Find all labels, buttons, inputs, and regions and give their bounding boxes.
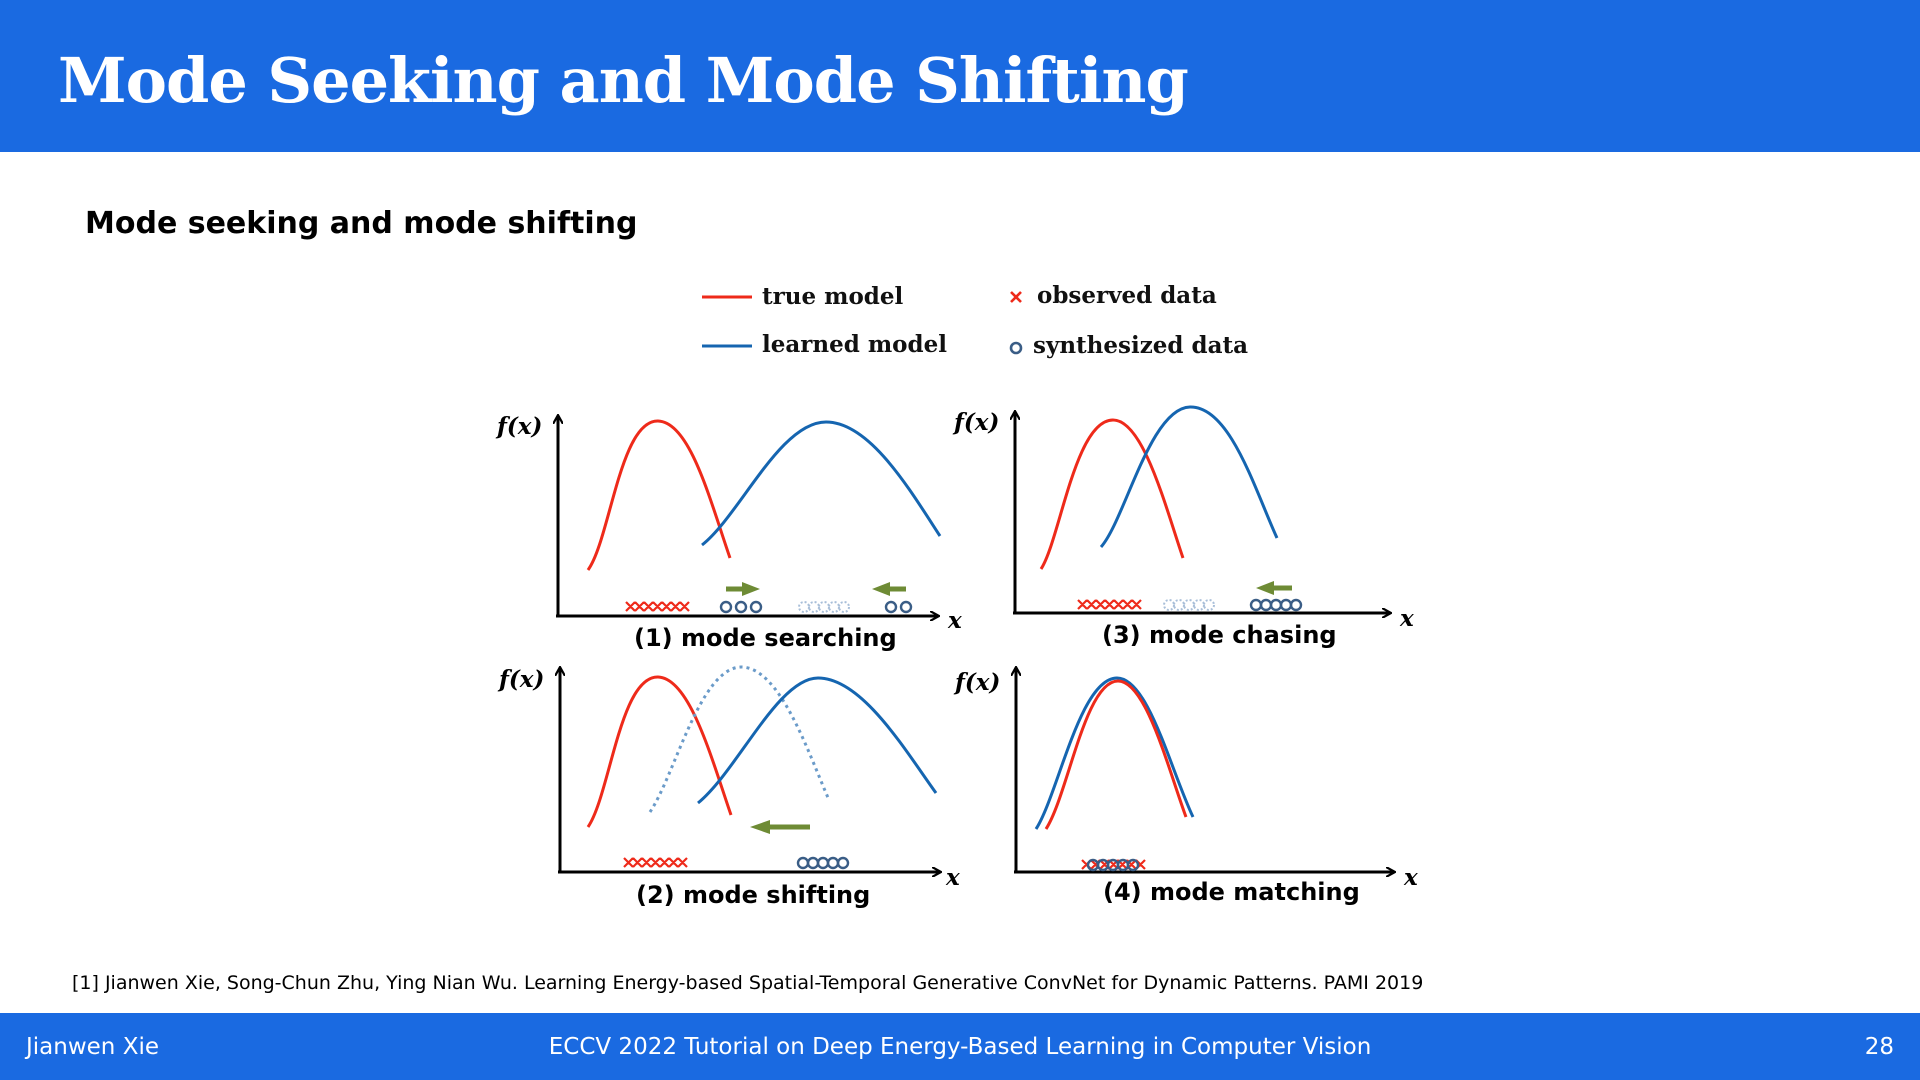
- panel-caption: (4) mode matching: [1103, 878, 1360, 906]
- true-model-curve: [586, 675, 733, 828]
- right-arrow-icon: [726, 582, 760, 596]
- y-axis-label: f(x): [952, 409, 999, 436]
- legend-learned-model: learned model: [762, 331, 947, 358]
- panel-mode-chasing: f(x) x (3) mode chasing: [952, 405, 1414, 649]
- observed-data-legend-icon: [1010, 291, 1022, 303]
- true-model-curve: [1044, 679, 1188, 830]
- footer-event-title: ECCV 2022 Tutorial on Deep Energy-Based …: [548, 1034, 1372, 1060]
- x-axis-label: x: [947, 607, 962, 634]
- footer-bar: Jianwen Xie ECCV 2022 Tutorial on Deep E…: [0, 1013, 1920, 1080]
- panel-caption: (2) mode shifting: [636, 881, 870, 909]
- slide-subtitle: Mode seeking and mode shifting: [85, 206, 638, 241]
- panel-mode-shifting: f(x) x (2) mode shifting: [497, 665, 960, 909]
- synthesized-data-markers: [1086, 858, 1140, 872]
- footer-author: Jianwen Xie: [26, 1034, 159, 1060]
- learned-model-curve: [701, 420, 942, 547]
- learned-model-curve: [1099, 405, 1279, 548]
- observed-data-markers: [1077, 599, 1142, 610]
- page-number: 28: [1864, 1034, 1894, 1060]
- slide-title: Mode Seeking and Mode Shifting: [58, 44, 1189, 117]
- previous-learned-model-curve: [648, 665, 831, 813]
- left-arrow-icon: [1256, 581, 1292, 595]
- observed-data-markers: [625, 601, 690, 612]
- y-axis-label: f(x): [497, 666, 544, 693]
- legend-synthesized-data: synthesized data: [1033, 332, 1248, 359]
- synthesized-data-markers: [719, 600, 913, 614]
- observed-data-markers: [1081, 859, 1146, 870]
- panel-mode-searching: f(x) x (1) mode searching: [495, 413, 962, 652]
- y-axis-label: f(x): [495, 413, 542, 440]
- learned-model-curve: [1034, 676, 1195, 830]
- true-model-curve: [586, 419, 732, 571]
- synthesized-data-markers: [1249, 598, 1303, 612]
- title-bar: Mode Seeking and Mode Shifting: [0, 0, 1920, 152]
- left-arrow-icon: [750, 820, 810, 834]
- left-arrow-icon: [872, 582, 906, 596]
- panel-mode-matching: f(x) x (4) mode matching: [953, 668, 1418, 906]
- panel-caption: (3) mode chasing: [1102, 621, 1337, 649]
- previous-synthesized-markers: [798, 601, 850, 613]
- true-model-curve: [1039, 418, 1185, 570]
- x-axis-label: x: [1399, 605, 1414, 632]
- legend-true-model: true model: [762, 283, 903, 310]
- legend-observed-data: observed data: [1037, 282, 1217, 309]
- y-axis-label: f(x): [953, 669, 1000, 696]
- panel-caption: (1) mode searching: [634, 624, 897, 652]
- observed-data-markers: [623, 857, 688, 868]
- x-axis-label: x: [1403, 864, 1418, 891]
- learned-model-curve: [697, 676, 938, 805]
- legend: true model learned model observed data s…: [702, 282, 1248, 359]
- previous-synthesized-markers: [1163, 599, 1215, 611]
- x-axis-label: x: [945, 864, 960, 891]
- synthesized-data-markers: [796, 856, 850, 870]
- reference-citation: [1] Jianwen Xie, Song-Chun Zhu, Ying Nia…: [72, 972, 1424, 994]
- synthesized-data-legend-icon: [1009, 341, 1023, 355]
